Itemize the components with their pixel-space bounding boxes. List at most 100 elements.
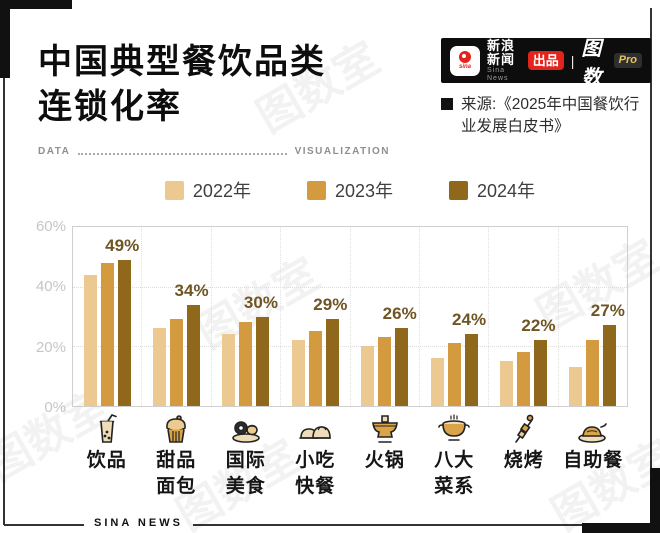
cupcake-icon: [161, 412, 191, 444]
data-visualization-divider: DATA VISUALIZATION: [38, 146, 390, 157]
category-dessert-bread: 甜品 面包: [142, 412, 212, 499]
bar-2024年: [603, 325, 617, 406]
legend-swatch-2024: [449, 180, 469, 200]
data-label: DATA: [38, 146, 71, 157]
bar-group: 29%: [281, 227, 351, 406]
bar-2024年: [395, 328, 409, 406]
brand-bar: sina 新浪新闻 Sina News 出品 | 图数 Pro: [441, 37, 651, 89]
legend-swatch-2022: [164, 180, 184, 200]
y-tick-40: 40%: [35, 278, 66, 295]
dotted-leader: [78, 152, 287, 155]
bar-value-label: 34%: [174, 280, 209, 300]
page-title-line1: 中国典型餐饮品类: [38, 43, 326, 81]
bar-2022年: [499, 361, 513, 406]
bar-value-label: 27%: [590, 301, 625, 321]
buffet-icon: [576, 412, 610, 444]
bar-2022年: [153, 328, 167, 406]
source-text: 来源:《2025年中国餐饮行业发展白皮书》: [461, 96, 640, 136]
category-snacks-fastfood: 小吃 快餐: [281, 412, 351, 499]
corner-decoration-top-left: [0, 0, 72, 9]
sina-logo-text: sina: [458, 64, 471, 70]
bar-2024年: [325, 319, 339, 406]
bar-group: 27%: [559, 227, 627, 406]
frame-line-left: [3, 78, 5, 525]
bar-2022年: [569, 367, 583, 406]
y-tick-20: 20%: [35, 339, 66, 356]
legend-item-2023: 2023年: [306, 177, 394, 203]
source-note: 来源:《2025年中国餐饮行业发展白皮书》: [441, 94, 643, 139]
bar-group: 26%: [351, 227, 420, 406]
bar-2024年: [464, 334, 478, 406]
bar-2022年: [361, 346, 375, 406]
bar-value-label: 30%: [243, 292, 278, 312]
corner-decoration-bottom-right: [650, 468, 660, 533]
page-title: 中国典型餐饮品类 连锁化率: [38, 40, 326, 130]
sina-eye-icon: [459, 51, 471, 63]
frame-line-right: [650, 8, 652, 470]
header-divider: |: [570, 52, 575, 69]
frame-line-bottom: [4, 524, 582, 526]
sina-logo-icon: sina: [450, 45, 480, 76]
footer-brand-text: SINA NEWS: [84, 517, 193, 529]
bar-2022年: [222, 334, 236, 406]
corner-decoration-top-left: [0, 0, 10, 78]
bar-2024年: [117, 259, 131, 406]
bar-2023年: [308, 331, 322, 406]
category-international-food: 国际 美食: [211, 412, 281, 499]
bar-value-label: 24%: [452, 310, 487, 330]
bubble-tea-icon: [94, 412, 120, 444]
baozi-icon: [298, 412, 332, 444]
square-bullet-icon: [441, 98, 453, 110]
bar-2023年: [586, 340, 600, 406]
pro-badge: Pro: [613, 53, 642, 68]
hotpot-icon: [369, 412, 401, 444]
legend-label-2023: 2023年: [334, 181, 394, 201]
bar-2024年: [187, 304, 201, 406]
bar-2024年: [256, 316, 270, 406]
category-buffet: 自助餐: [559, 412, 629, 499]
bar-value-label: 22%: [521, 316, 556, 336]
category-drinks: 饮品: [72, 412, 142, 499]
plot-area: 49% 34% 30% 29% 26% 24% 22% 27%: [72, 226, 628, 407]
chart-legend: 2022年 2023年 2024年: [72, 177, 628, 203]
page-title-line2: 连锁化率: [38, 87, 182, 126]
bar-group: 30%: [212, 227, 282, 406]
produced-badge: 出品: [527, 51, 564, 70]
product-logo: 图数: [581, 37, 603, 89]
visualization-label: VISUALIZATION: [294, 146, 390, 157]
bar-2023年: [100, 262, 114, 406]
y-tick-0: 0%: [44, 399, 66, 416]
legend-item-2024: 2024年: [449, 177, 535, 203]
bar-2023年: [447, 343, 461, 406]
cuisine-pot-icon: [437, 412, 471, 444]
brand-name-cn: 新浪新闻: [487, 37, 516, 67]
bar-group: 49%: [73, 227, 143, 406]
skewer-icon: [509, 412, 539, 444]
sushi-icon: [230, 412, 262, 444]
bar-2022年: [83, 274, 97, 406]
category-bbq: 烧烤: [489, 412, 559, 499]
legend-swatch-2023: [306, 180, 326, 200]
bar-2024年: [533, 340, 547, 406]
bar-2023年: [170, 319, 184, 406]
bar-2023年: [239, 322, 253, 406]
legend-label-2024: 2024年: [477, 181, 536, 201]
bar-2023年: [516, 352, 530, 406]
legend-label-2022: 2022年: [192, 181, 251, 201]
bar-value-label: 49%: [105, 235, 140, 255]
bar-group: 24%: [420, 227, 490, 406]
bar-group: 22%: [489, 227, 559, 406]
category-hotpot: 火锅: [350, 412, 420, 499]
brand-names: 新浪新闻 Sina News: [487, 37, 521, 83]
bar-2023年: [378, 337, 392, 406]
bar-value-label: 26%: [382, 304, 417, 324]
bar-group: 34%: [142, 227, 212, 406]
bar-value-label: 29%: [313, 295, 348, 315]
brand-name-en: Sina News: [487, 67, 509, 82]
bar-2022年: [430, 358, 444, 406]
bar-2022年: [291, 340, 305, 406]
category-eight-cuisines: 八大 菜系: [420, 412, 490, 499]
legend-item-2022: 2022年: [164, 177, 251, 203]
corner-decoration-bottom-right: [582, 523, 660, 533]
